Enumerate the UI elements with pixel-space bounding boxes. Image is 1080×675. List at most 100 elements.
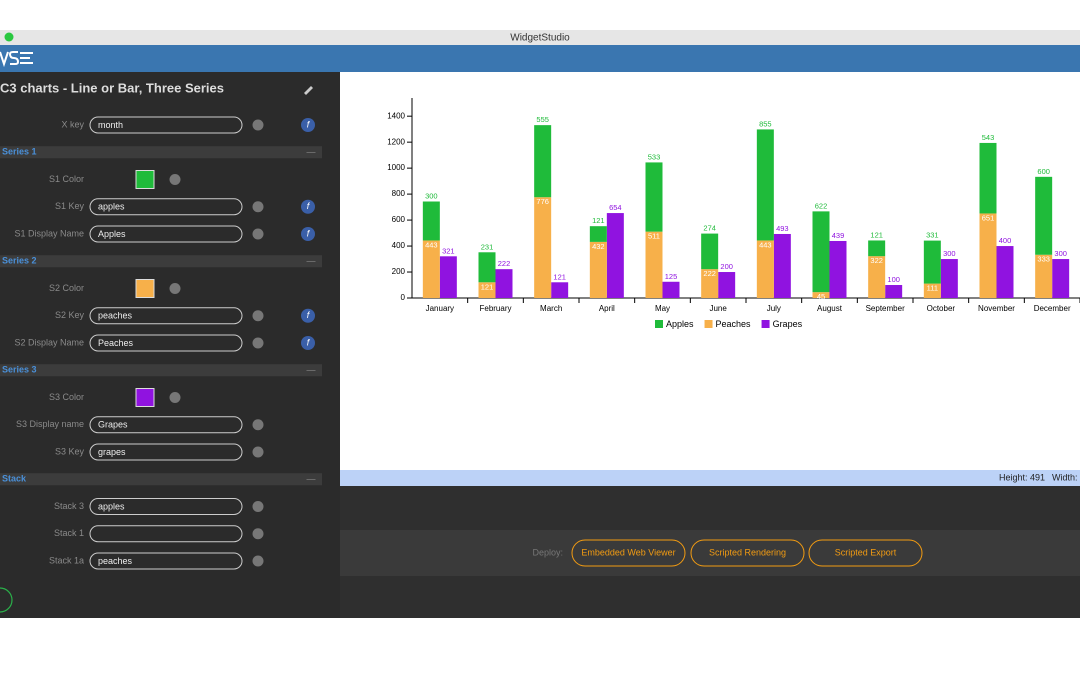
x-tick-label: June xyxy=(709,304,727,313)
deploy-button[interactable] xyxy=(690,539,805,567)
bar xyxy=(551,282,569,298)
bar xyxy=(422,201,440,241)
data-label: 222 xyxy=(703,269,716,278)
function-icon[interactable] xyxy=(301,118,315,132)
data-label: 222 xyxy=(498,259,511,268)
help-icon[interactable] xyxy=(252,201,264,213)
legend-swatch[interactable] xyxy=(704,320,713,328)
collapse-icon: — xyxy=(307,147,316,157)
text-input[interactable] xyxy=(89,498,243,515)
text-input[interactable] xyxy=(89,525,243,543)
legend-label[interactable]: Apples xyxy=(666,319,694,329)
bar xyxy=(812,292,830,298)
deploy-button-label: Embedded Web Viewer xyxy=(581,547,675,557)
y-tick-label: 1200 xyxy=(387,137,405,146)
text-input[interactable] xyxy=(89,416,243,434)
help-icon[interactable] xyxy=(252,555,264,567)
help-icon[interactable] xyxy=(252,446,264,458)
text-input[interactable] xyxy=(89,334,243,352)
edit-icon[interactable] xyxy=(304,86,313,95)
data-label: 855 xyxy=(759,119,772,128)
window-button[interactable] xyxy=(4,32,14,42)
legend-swatch[interactable] xyxy=(655,320,663,328)
add-button[interactable] xyxy=(0,587,13,613)
bar xyxy=(756,240,774,298)
bar xyxy=(868,256,886,298)
data-label: 231 xyxy=(481,242,494,251)
app-bar xyxy=(0,45,1080,72)
text-input[interactable] xyxy=(89,443,243,461)
data-label: 100 xyxy=(887,275,900,284)
field-label: Stack 1 xyxy=(54,528,84,538)
text-input[interactable] xyxy=(89,198,243,216)
data-label: 511 xyxy=(648,232,660,241)
bar xyxy=(996,246,1014,298)
color-swatch[interactable] xyxy=(135,279,155,298)
deploy-label: Deploy: xyxy=(532,547,563,557)
data-label: 274 xyxy=(703,224,716,233)
legend-label[interactable]: Grapes xyxy=(773,319,803,329)
bar xyxy=(478,252,496,283)
data-label: 321 xyxy=(442,246,455,255)
field-label: S2 Color xyxy=(49,283,84,293)
function-icon[interactable] xyxy=(301,199,315,214)
data-label: 333 xyxy=(1037,255,1050,264)
help-icon[interactable] xyxy=(169,392,181,403)
help-icon[interactable] xyxy=(252,119,264,131)
bar xyxy=(606,213,624,298)
y-tick-label: 800 xyxy=(392,189,406,198)
help-icon[interactable] xyxy=(169,283,181,294)
bar xyxy=(885,285,903,298)
bar xyxy=(1035,254,1053,298)
function-glyph: f xyxy=(307,201,311,211)
text-input[interactable] xyxy=(89,116,243,134)
help-icon[interactable] xyxy=(252,228,264,240)
help-icon[interactable] xyxy=(252,337,264,349)
help-icon[interactable] xyxy=(252,528,264,540)
color-swatch[interactable] xyxy=(135,388,155,407)
deploy-button-label: Scripted Export xyxy=(835,547,897,557)
title-bar xyxy=(0,30,1080,45)
help-icon[interactable] xyxy=(252,419,264,431)
legend-swatch[interactable] xyxy=(761,320,770,328)
bar xyxy=(979,213,997,298)
data-label: 331 xyxy=(926,231,939,240)
bar xyxy=(662,281,680,298)
input-value: peaches xyxy=(98,556,133,566)
data-label: 300 xyxy=(1054,249,1067,258)
help-icon[interactable] xyxy=(169,174,181,185)
deploy-button-label: Scripted Rendering xyxy=(709,547,786,557)
x-tick-label: July xyxy=(767,304,781,313)
status-height: Height: 491 xyxy=(999,472,1045,482)
legend-label[interactable]: Peaches xyxy=(716,319,752,329)
function-icon[interactable] xyxy=(301,308,315,323)
logo xyxy=(0,51,33,68)
deploy-button[interactable] xyxy=(808,539,923,567)
data-label: 654 xyxy=(609,203,622,212)
text-input[interactable] xyxy=(89,552,243,570)
data-label: 300 xyxy=(943,249,956,258)
bar xyxy=(1052,259,1070,298)
x-tick-label: January xyxy=(426,304,454,313)
y-tick-label: 400 xyxy=(392,241,406,250)
text-input[interactable] xyxy=(89,307,243,325)
status-bar xyxy=(340,470,1080,486)
input-value: month xyxy=(98,120,123,130)
data-label: 432 xyxy=(592,242,605,251)
field-label: S3 Key xyxy=(55,446,85,456)
bar xyxy=(422,240,440,298)
bar xyxy=(534,125,552,198)
color-swatch[interactable] xyxy=(135,170,155,189)
deploy-button[interactable] xyxy=(571,539,686,567)
bar xyxy=(701,269,719,298)
field-label: S3 Color xyxy=(49,392,84,402)
function-icon[interactable] xyxy=(301,227,315,241)
help-icon[interactable] xyxy=(252,501,264,512)
function-icon[interactable] xyxy=(301,336,315,350)
section-header xyxy=(0,255,322,268)
help-icon[interactable] xyxy=(252,310,264,322)
panel-title: C3 charts - Line or Bar, Three Series xyxy=(0,80,224,95)
y-tick-label: 1000 xyxy=(387,163,405,172)
window-title: WidgetStudio xyxy=(510,33,570,44)
text-input[interactable] xyxy=(89,225,243,243)
